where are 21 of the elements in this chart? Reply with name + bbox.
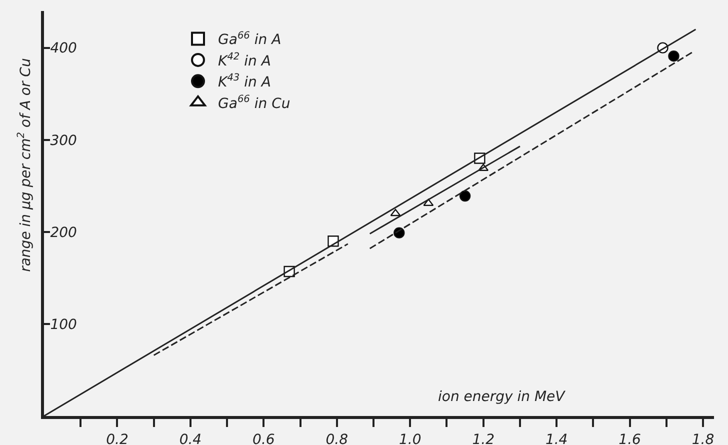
- x-tick-label: 1.2: [472, 432, 495, 445]
- x-tick-label: 1.0: [398, 432, 422, 445]
- legend-label: K$^{43}$ in A: [218, 72, 271, 91]
- point: [390, 208, 401, 216]
- point: [459, 190, 471, 202]
- x-tick-label: 0.6: [252, 432, 275, 445]
- x-tick-label: 0.2: [106, 432, 128, 445]
- legend-label: K$^{42}$ in A: [218, 52, 271, 70]
- x-tick-label: 0.4: [179, 432, 202, 445]
- point: [668, 50, 680, 62]
- x-tick-label: 0.8: [326, 432, 348, 445]
- x-tick-label: 1.8: [692, 432, 714, 445]
- y-tick-label: 100: [50, 316, 78, 333]
- x-tick-label: 1.4: [545, 432, 568, 445]
- y-tick-label: 400: [50, 40, 78, 57]
- legend-label: Ga$^{66}$ in A: [218, 30, 282, 48]
- y-tick-label: 300: [50, 132, 78, 149]
- y-tick-label: 200: [50, 224, 78, 241]
- x-tick-label: 1.6: [618, 432, 642, 445]
- x-axis-title: ion energy in MeV: [438, 389, 566, 405]
- legend-label: Ga$^{66}$ in Cu: [218, 94, 290, 112]
